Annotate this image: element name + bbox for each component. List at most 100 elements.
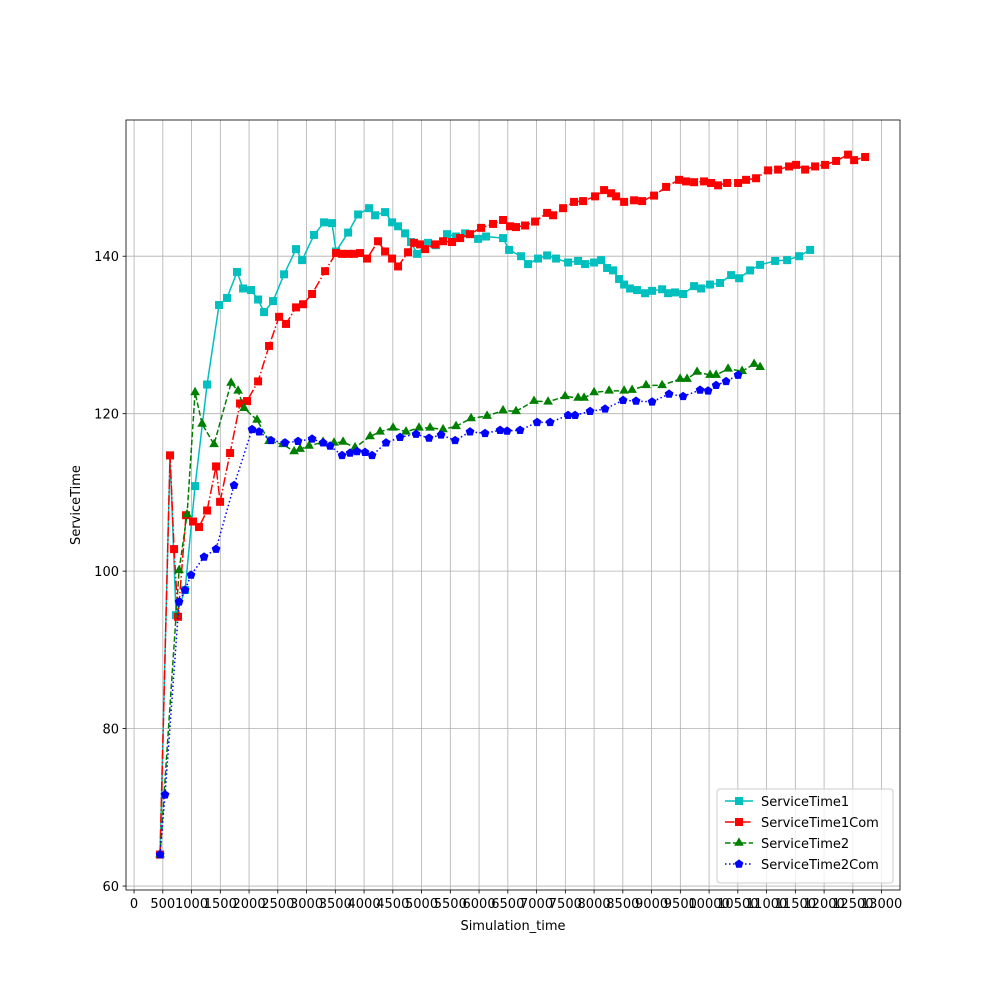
data-point: [269, 297, 278, 306]
data-point: [289, 445, 299, 455]
data-point: [365, 430, 375, 440]
data-point: [512, 223, 521, 232]
x-tick-label: 6000: [463, 897, 496, 912]
data-point: [354, 210, 363, 219]
data-point: [585, 406, 595, 416]
x-tick-label: 8000: [578, 897, 611, 912]
data-point: [615, 275, 624, 284]
data-point: [662, 182, 671, 191]
x-tick-label: 5500: [434, 897, 467, 912]
legend: ServiceTime1 ServiceTime1Com ServiceTime2 S…: [716, 788, 894, 884]
x-tick-label: 4000: [348, 897, 381, 912]
data-point: [436, 430, 446, 439]
y-tick-label: 140: [94, 250, 119, 265]
data-point: [735, 274, 744, 283]
legend-label: ServiceTime1: [761, 795, 849, 810]
data-point: [299, 300, 308, 309]
data-point: [155, 849, 165, 859]
data-point: [233, 267, 242, 276]
data-point: [581, 260, 590, 269]
data-point: [609, 266, 618, 275]
data-point: [499, 215, 508, 224]
data-point: [532, 417, 542, 427]
data-point: [733, 370, 743, 379]
data-point: [774, 165, 783, 174]
data-point: [216, 497, 225, 506]
data-point: [212, 462, 221, 471]
data-point: [604, 385, 614, 394]
data-point: [764, 166, 773, 175]
data-point: [247, 424, 257, 434]
data-point: [499, 234, 508, 243]
data-point: [703, 386, 713, 395]
data-point: [482, 410, 492, 419]
x-tick-label: 9000: [635, 897, 668, 912]
data-point: [401, 426, 411, 435]
data-point: [352, 446, 362, 456]
data-point: [482, 232, 491, 241]
data-point: [180, 585, 190, 594]
data-point: [700, 177, 709, 186]
data-point: [697, 284, 706, 293]
data-point: [752, 174, 761, 183]
data-point: [203, 506, 212, 515]
data-point: [716, 278, 725, 287]
data-point: [633, 286, 642, 295]
x-tick-label: 13000: [861, 897, 902, 912]
data-point: [394, 222, 403, 231]
data-point: [451, 420, 461, 430]
data-point: [254, 427, 264, 436]
data-point: [371, 211, 380, 220]
data-point: [254, 377, 263, 386]
data-point: [590, 258, 599, 267]
data-point: [450, 435, 460, 445]
data-point: [821, 160, 830, 169]
data-point: [850, 156, 859, 165]
data-point: [425, 422, 435, 431]
data-point: [657, 379, 667, 389]
data-point: [275, 312, 284, 321]
x-tick-label: 3000: [290, 897, 323, 912]
data-point: [381, 438, 391, 447]
data-point: [266, 435, 276, 445]
data-point: [254, 295, 263, 304]
data-point: [721, 376, 731, 386]
x-tick-label: 9500: [664, 897, 697, 912]
data-point: [650, 191, 659, 200]
data-point: [307, 434, 317, 443]
data-point: [375, 426, 385, 435]
data-point: [293, 436, 303, 445]
legend-marker: [734, 837, 744, 846]
data-point: [579, 392, 589, 401]
data-point: [534, 254, 543, 263]
data-point: [456, 234, 465, 243]
data-point: [543, 251, 552, 260]
data-point: [641, 289, 650, 298]
data-point: [695, 385, 705, 394]
data-point: [203, 380, 212, 389]
data-point: [414, 422, 424, 431]
x-tick-label: 4500: [376, 897, 409, 912]
data-point: [574, 256, 583, 265]
data-point: [626, 284, 635, 293]
data-point: [498, 404, 508, 414]
data-point: [321, 267, 330, 276]
y-tick-label: 100: [94, 565, 119, 580]
x-tick-label: 5000: [405, 897, 438, 912]
data-point: [502, 426, 512, 435]
data-point: [517, 252, 526, 261]
data-point: [325, 441, 335, 450]
data-point: [675, 373, 685, 382]
legend-label: ServiceTime2: [761, 837, 849, 852]
data-point: [524, 260, 533, 269]
data-point: [711, 369, 721, 378]
data-point: [727, 271, 736, 280]
data-point: [211, 544, 221, 553]
y-tick-label: 80: [102, 723, 119, 738]
data-point: [388, 422, 398, 431]
data-point: [280, 438, 290, 447]
legend-marker: [735, 797, 743, 805]
data-point: [600, 404, 610, 413]
y-tick-label: 120: [94, 408, 119, 423]
x-tick-label: 8500: [606, 897, 639, 912]
